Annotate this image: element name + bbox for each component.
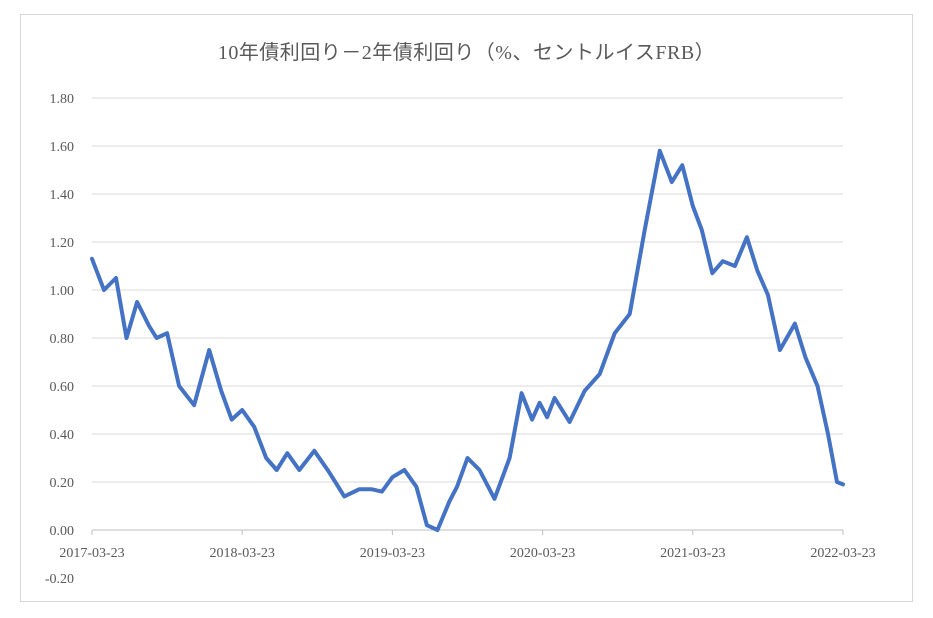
chart-frame <box>20 14 913 602</box>
y-tick-label: 0.00 <box>50 524 75 539</box>
x-tick-label: 2017-03-23 <box>59 546 124 561</box>
x-tick-label: 2021-03-23 <box>660 546 725 561</box>
series-line <box>90 148 845 532</box>
y-tick-label: 0.60 <box>50 380 75 395</box>
x-axis-ticks: 2017-03-23 2018-03-23 2019-03-23 2020-03-23… <box>59 530 876 561</box>
y-tick-label: 1.60 <box>50 140 75 155</box>
y-tick-label: -0.20 <box>45 572 74 587</box>
y-axis-ticks: -0.20 0.00 0.20 0.40 0.60 0.80 1.00 1.20 1.40 1.6… <box>45 92 74 587</box>
x-tick-label: 2019-03-23 <box>360 546 425 561</box>
y-tick-label: 0.40 <box>50 428 75 443</box>
gridlines <box>92 97 843 531</box>
x-tick-label: 2020-03-23 <box>510 546 575 561</box>
y-tick-label: 1.20 <box>50 236 75 251</box>
y-tick-label: 1.00 <box>50 284 75 299</box>
x-tick-label: 2018-03-23 <box>210 546 275 561</box>
y-tick-label: 0.80 <box>50 332 75 347</box>
y-tick-label: 1.80 <box>50 92 75 107</box>
y-tick-label: 1.40 <box>50 188 75 203</box>
chart-title: 10年債利回り－2年債利回り（%、セントルイスFRB） <box>217 42 716 64</box>
y-tick-label: 0.20 <box>50 476 75 491</box>
x-tick-label: 2022-03-23 <box>810 546 875 561</box>
